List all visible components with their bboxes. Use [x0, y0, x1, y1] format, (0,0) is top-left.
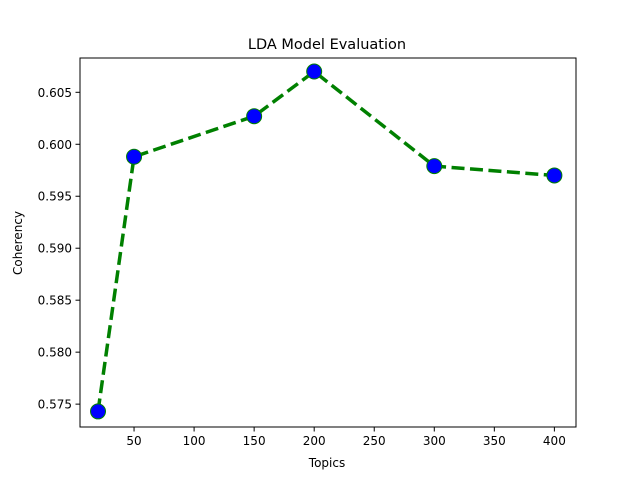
data-point	[246, 108, 263, 125]
plot-area	[79, 57, 577, 428]
chart-title: LDA Model Evaluation	[248, 37, 406, 53]
x-tick-label: 350	[483, 434, 506, 448]
series-layer	[90, 63, 563, 420]
y-axis: 0.575 0.580 0.585 0.590 0.595 0.600 0.605	[38, 86, 80, 412]
x-tick-label: 400	[543, 434, 566, 448]
y-tick-label: 0.595	[38, 190, 72, 204]
x-tick-label: 250	[363, 434, 386, 448]
x-axis-label: Topics	[308, 456, 345, 470]
data-point	[546, 167, 563, 184]
x-tick-label: 200	[303, 434, 326, 448]
x-tick-label: 150	[243, 434, 266, 448]
series-line	[96, 69, 555, 412]
data-point	[126, 148, 143, 165]
x-tick-label: 100	[183, 434, 206, 448]
y-tick-label: 0.605	[38, 86, 72, 100]
y-axis-label: Coherency	[11, 211, 25, 275]
x-tick-label: 50	[126, 434, 141, 448]
plot-frame	[79, 57, 577, 428]
data-point	[426, 158, 443, 175]
y-tick-label: 0.590	[38, 242, 72, 256]
y-tick-label: 0.585	[38, 294, 72, 308]
y-tick-label: 0.580	[38, 346, 72, 360]
data-point	[90, 403, 107, 420]
y-tick-label: 0.575	[38, 398, 72, 412]
y-tick-label: 0.600	[38, 138, 72, 152]
data-point	[306, 63, 323, 80]
x-tick-label: 300	[423, 434, 446, 448]
x-axis: 50 100 150 200 250 300 350 400	[126, 427, 566, 448]
